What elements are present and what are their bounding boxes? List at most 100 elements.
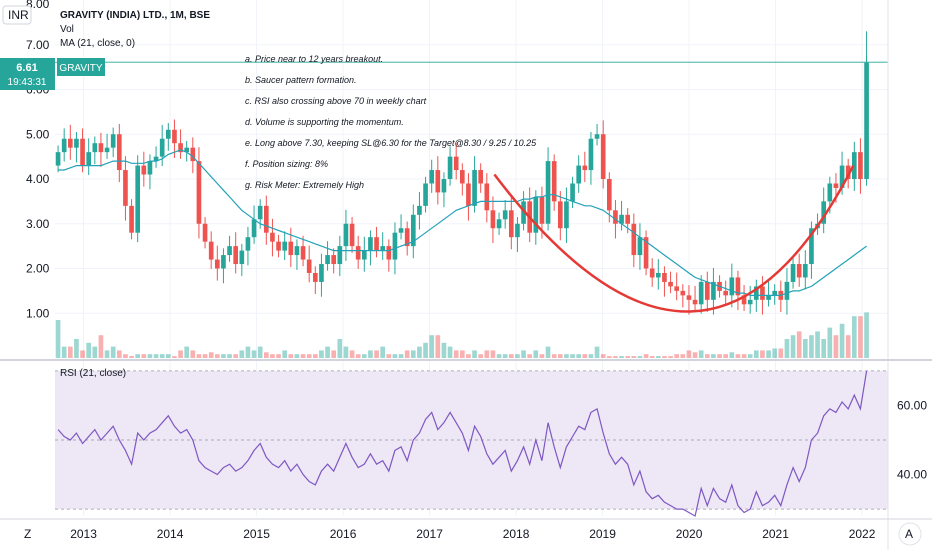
volume-bar (613, 356, 618, 358)
candle-body (594, 134, 600, 139)
candle-body (600, 134, 606, 179)
candle-body (551, 161, 557, 202)
time-tick-label: 2019 (589, 527, 616, 541)
volume-bar (386, 354, 392, 358)
volume-bar (570, 354, 575, 358)
candle-body (557, 201, 563, 229)
candle-body (184, 147, 190, 153)
volume-bar (521, 350, 526, 358)
note-line: g. Risk Meter: Extremely High (245, 180, 364, 190)
volume-bar (355, 354, 361, 358)
candle-body (692, 299, 698, 305)
volume-bar (184, 346, 190, 358)
annotation-notes: a. Price near to 12 years breakout. b. Sa… (245, 54, 537, 190)
volume-bar (263, 352, 269, 358)
price-tick-label: 2.00 (26, 262, 50, 276)
candle-body (208, 241, 214, 260)
candle-body (698, 281, 704, 305)
volume-bar (490, 350, 496, 358)
volume-bar (729, 352, 735, 358)
auto-scale-button[interactable]: A (905, 527, 913, 541)
candle-body (214, 259, 220, 269)
volume-bar (631, 356, 637, 358)
currency-button[interactable] (2, 5, 32, 25)
candle-body (67, 138, 73, 148)
candle-body (251, 219, 257, 238)
candle-body (515, 223, 520, 238)
candle-body (116, 134, 122, 171)
candle-body (129, 205, 134, 233)
volume-bar (312, 354, 318, 358)
volume-bar (276, 354, 281, 358)
ticker-tag-box (57, 58, 105, 76)
volume-bar (839, 323, 845, 358)
candle-body (760, 286, 765, 300)
volume-bar (698, 350, 704, 358)
volume-bar (686, 350, 692, 358)
volume-bar (214, 354, 220, 358)
candle-body (257, 205, 263, 220)
volume-bar (496, 354, 502, 358)
volume-bar (227, 354, 232, 358)
candle-body (753, 286, 759, 300)
candle-body (312, 272, 318, 282)
candle-body (172, 129, 177, 144)
price-tick-label: 1.00 (26, 306, 50, 320)
candle-body (404, 228, 410, 247)
volume-bar (319, 350, 324, 358)
candle-body (619, 214, 624, 224)
volume-bar (674, 354, 680, 358)
saucer-curve (493, 165, 855, 313)
candle-body (80, 138, 85, 166)
candle-body (325, 255, 330, 265)
candle-body (239, 250, 245, 265)
candle-body (178, 143, 183, 153)
candle-body (533, 196, 539, 233)
candle-body (453, 156, 459, 171)
candle-body (668, 281, 673, 287)
candle-body (165, 129, 171, 139)
auto-scale-button-bg[interactable] (898, 522, 922, 546)
volume-bar (594, 346, 600, 358)
volume-bar (202, 354, 208, 358)
volume-bar (459, 350, 465, 358)
candle-body (674, 286, 680, 291)
volume-bar (190, 350, 196, 358)
volume-bar (845, 335, 851, 358)
candle-body (141, 165, 147, 175)
volume-bar (92, 346, 98, 358)
volume-bar (135, 354, 141, 358)
volume-bar (86, 342, 92, 358)
candle-body (429, 170, 435, 184)
candle-body (355, 246, 361, 260)
symbol-title: GRAVITY (INDIA) LTD., 1M, BSE (60, 10, 210, 21)
candle-body (123, 170, 128, 206)
price-tick-label: 7.00 (26, 38, 50, 52)
volume-bar (625, 356, 631, 358)
candle-body (423, 183, 428, 206)
candle-body (104, 147, 110, 153)
candle-body (545, 161, 551, 224)
price-tag-price: 6.61 (16, 62, 37, 74)
candle-body (606, 179, 612, 211)
volume-bar (233, 354, 239, 358)
volume-bar (704, 354, 710, 358)
volume-bar (649, 356, 655, 358)
volume-bar (508, 354, 514, 358)
volume-bar (67, 346, 73, 358)
volume-bar (110, 346, 116, 358)
candle-body (723, 290, 729, 296)
candle-body (649, 268, 655, 278)
candle-body (300, 246, 306, 260)
zoom-button[interactable]: Z (24, 527, 31, 541)
note-line: b. Saucer pattern formation. (245, 75, 357, 85)
candle-body (319, 264, 324, 282)
volume-bar (208, 352, 214, 358)
volume-bar (735, 354, 741, 358)
candle-body (270, 232, 275, 242)
time-axis-ticks: 2013 2014 2015 2016 2017 2018 2019 2020 2021 2022 (70, 527, 876, 541)
price-tick-label: 3.00 (26, 217, 50, 231)
candle-body (441, 179, 447, 193)
candle-body (55, 152, 61, 166)
volume-bar (349, 350, 355, 358)
